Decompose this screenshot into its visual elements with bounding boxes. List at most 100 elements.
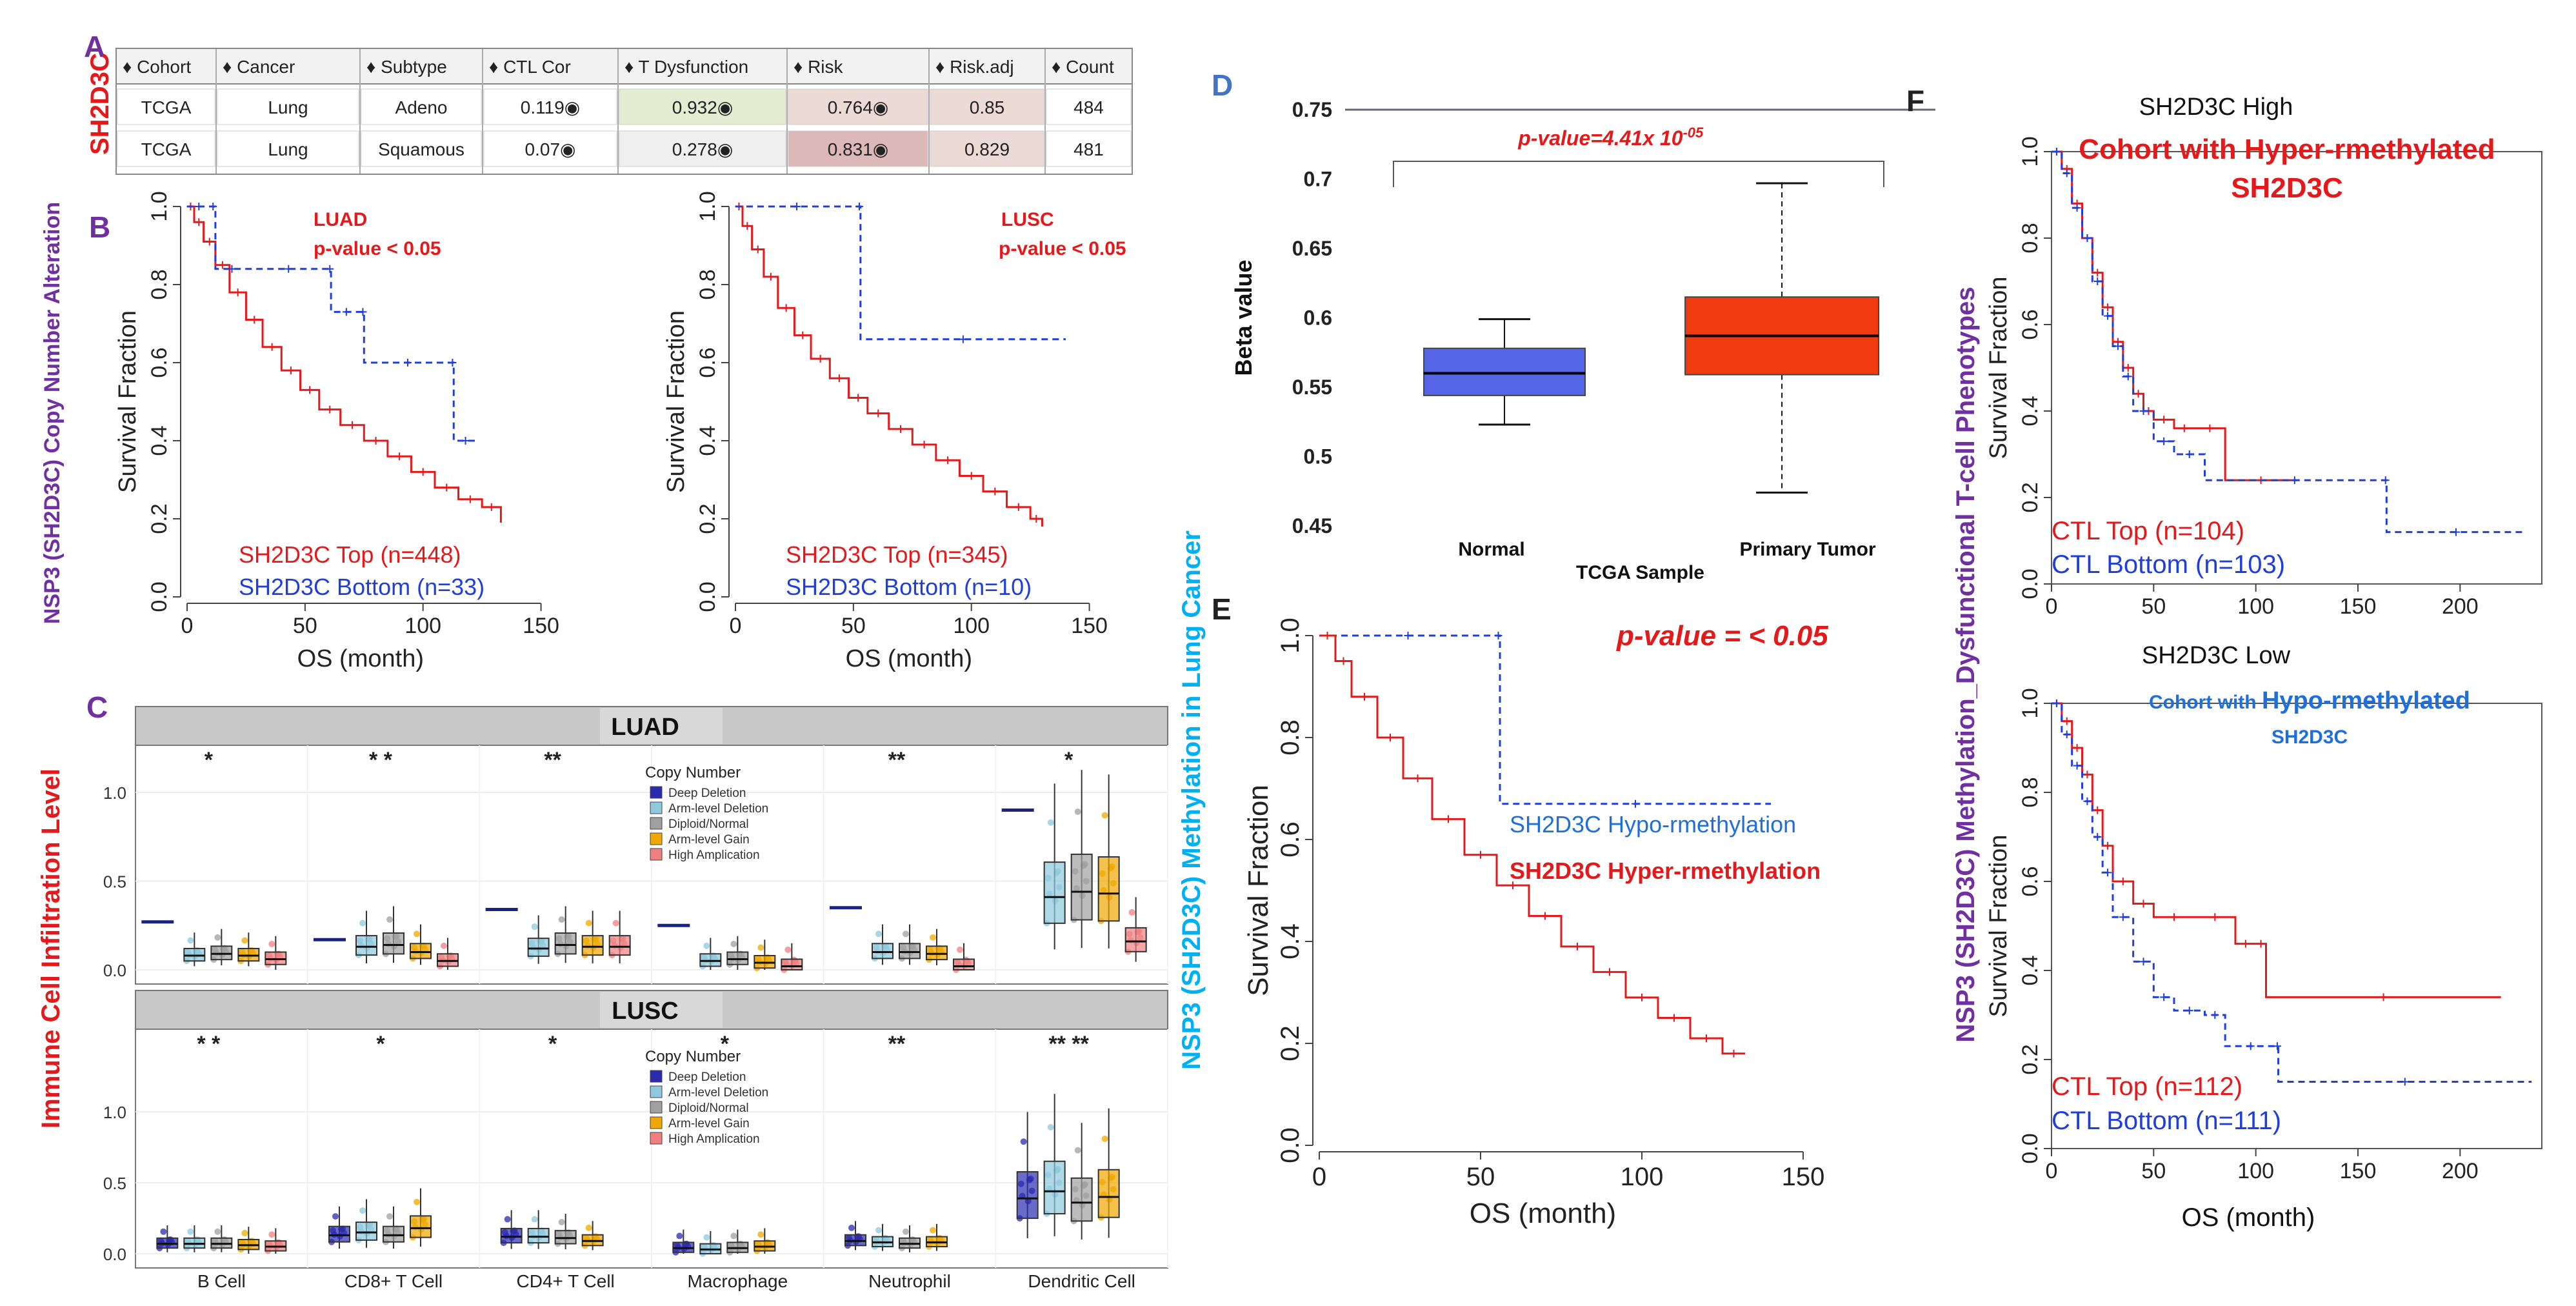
table-cell: 0.764◉ bbox=[828, 97, 889, 117]
censor-mark bbox=[1444, 815, 1452, 823]
censor-mark bbox=[2083, 797, 2092, 805]
censor-mark bbox=[487, 503, 495, 511]
jitter-point bbox=[1074, 808, 1081, 815]
box bbox=[410, 943, 432, 959]
y-tick-label: 0.4 bbox=[1276, 923, 1304, 959]
table-cell-bg bbox=[930, 88, 1044, 125]
censor-mark bbox=[2241, 939, 2250, 948]
box bbox=[355, 935, 377, 956]
censor-mark bbox=[944, 456, 952, 465]
table-header-cell: ♦ Cancer bbox=[223, 57, 295, 77]
table-cell-bg bbox=[788, 130, 928, 167]
legend-item: Arm-level Deletion bbox=[668, 802, 768, 816]
censor-mark bbox=[793, 203, 801, 210]
km-luad: 0 50 100 150 0.0 0.2 0.4 0.6 0.8 1.0 Survival Frac… bbox=[114, 191, 559, 672]
censor-mark bbox=[2246, 1042, 2255, 1050]
low-annotation-keyword: Hypo-rmethylated bbox=[2262, 687, 2470, 714]
jitter-point bbox=[757, 944, 764, 951]
y-tick-label: 0.0 bbox=[2018, 568, 2042, 599]
legend-swatch bbox=[650, 801, 663, 814]
significance-mark: * bbox=[376, 1032, 385, 1056]
jitter-point bbox=[676, 1232, 683, 1240]
significance-mark: ** bbox=[544, 748, 561, 772]
box bbox=[1016, 1171, 1039, 1220]
y-tick-label: 0.4 bbox=[695, 425, 720, 456]
censor-mark bbox=[855, 203, 863, 210]
jitter-point bbox=[730, 941, 737, 948]
table-cell: 0.85 bbox=[970, 97, 1005, 117]
legend-item: Arm-level Deletion bbox=[668, 1086, 768, 1100]
survival-curve bbox=[1319, 634, 1771, 805]
box bbox=[1043, 861, 1066, 924]
censor-mark bbox=[1670, 1014, 1678, 1022]
jitter-point bbox=[268, 1231, 275, 1238]
legend-swatch bbox=[650, 848, 663, 861]
box bbox=[1097, 856, 1120, 922]
jitter-point bbox=[268, 941, 275, 948]
jitter-point bbox=[1020, 1138, 1027, 1145]
censor-mark bbox=[326, 265, 334, 273]
luad-legend-top: SH2D3C Top (n=448) bbox=[239, 541, 461, 568]
censor-mark bbox=[835, 374, 843, 383]
censor-mark bbox=[2134, 390, 2142, 398]
y-tick-label: 1.0 bbox=[1276, 618, 1304, 654]
censor-mark bbox=[2062, 169, 2071, 177]
plot-frame bbox=[2051, 703, 2542, 1149]
table-cell: Adeno bbox=[395, 97, 448, 117]
box bbox=[953, 958, 975, 970]
jitter-point bbox=[903, 930, 909, 938]
censor-mark bbox=[1494, 632, 1503, 639]
panel-d-letter: D bbox=[1212, 68, 1233, 102]
y-tick-label: 0.5 bbox=[1304, 445, 1332, 468]
censor-mark bbox=[1573, 942, 1581, 950]
censor-mark bbox=[2211, 1011, 2219, 1019]
jitter-point bbox=[187, 1228, 194, 1235]
y-tick-label: 0.4 bbox=[2018, 396, 2042, 426]
methylation-pvalue: p-value=4.41x 10-05 bbox=[1517, 125, 1704, 150]
low-legend-top: CTL Top (n=112) bbox=[2052, 1072, 2242, 1101]
box bbox=[781, 958, 803, 970]
y-axis-label: Survival Fraction bbox=[1985, 277, 2012, 459]
jitter-point bbox=[241, 1230, 248, 1237]
category-label: Macrophage bbox=[688, 1271, 788, 1291]
censor-mark bbox=[2139, 958, 2148, 966]
censor-mark bbox=[2160, 416, 2168, 424]
censor-mark bbox=[395, 452, 404, 461]
low-title: SH2D3C Low bbox=[2142, 642, 2291, 669]
x-tick-label: 0 bbox=[2046, 594, 2058, 619]
table-cell-bg bbox=[217, 88, 359, 125]
censor-mark bbox=[1413, 774, 1422, 783]
jitter-point bbox=[1101, 1135, 1108, 1142]
table-cell: TCGA bbox=[141, 97, 192, 117]
jitter-point bbox=[1101, 812, 1108, 819]
censor-mark bbox=[766, 272, 775, 281]
table-header-row bbox=[115, 48, 1133, 85]
censor-mark bbox=[403, 359, 412, 367]
censor-mark bbox=[348, 421, 356, 429]
censor-mark bbox=[359, 308, 367, 316]
censor-mark bbox=[2104, 312, 2112, 320]
censor-mark bbox=[2119, 878, 2127, 885]
y-tick-label: 0.2 bbox=[2018, 1044, 2042, 1074]
y-tick-label: 0.8 bbox=[1276, 719, 1304, 756]
lusc-legend-bottom: SH2D3C Bottom (n=10) bbox=[786, 574, 1032, 600]
box bbox=[872, 943, 894, 959]
box bbox=[383, 932, 404, 955]
censor-mark bbox=[2139, 407, 2148, 415]
table-cell-bg bbox=[217, 130, 359, 167]
jitter-point bbox=[903, 1228, 909, 1235]
censor-mark bbox=[1323, 632, 1332, 639]
x-tick-label: 200 bbox=[2442, 1159, 2479, 1183]
x-tick-label: 150 bbox=[523, 614, 559, 638]
low-legend-bottom: CTL Bottom (n=111) bbox=[2052, 1107, 2281, 1135]
jitter-point bbox=[214, 1228, 221, 1235]
jitter-point bbox=[784, 946, 792, 953]
legend-swatch bbox=[650, 1101, 663, 1114]
table-header-cell: ♦ Subtype bbox=[366, 57, 447, 77]
table-cell: 0.831◉ bbox=[828, 139, 889, 159]
jitter-point bbox=[703, 942, 710, 949]
jitter-point bbox=[241, 937, 248, 944]
jitter-point bbox=[1047, 1123, 1054, 1130]
censor-mark bbox=[1702, 1034, 1710, 1043]
